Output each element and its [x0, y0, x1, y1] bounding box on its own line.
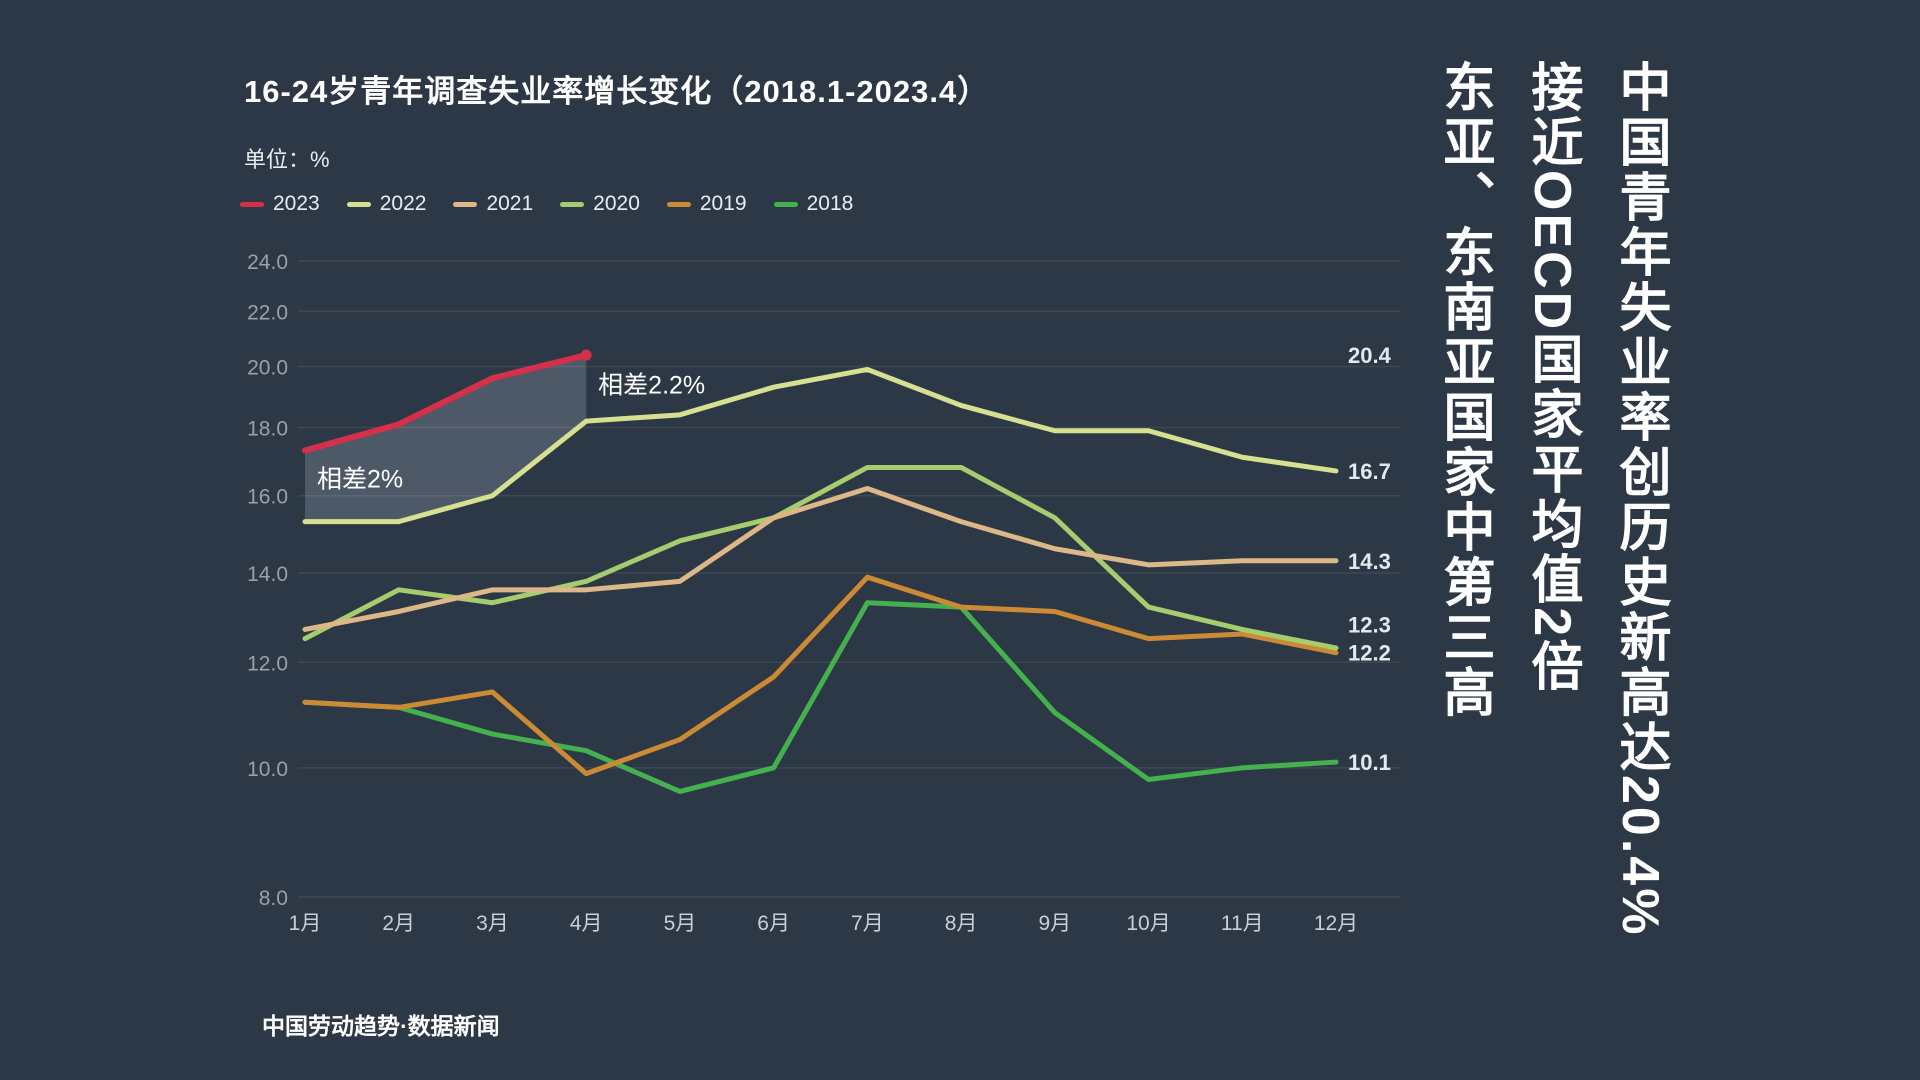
legend-swatch: [560, 201, 585, 207]
series-line-2019: [302, 574, 1339, 777]
legend-label: 2019: [699, 192, 747, 215]
x-tick-label: 6月: [757, 912, 790, 935]
legend-item-2020: 2020: [560, 192, 640, 216]
x-tick-label: 8月: [945, 912, 978, 935]
legend: 2023 2022 2021 2020 2019 2018: [240, 192, 880, 216]
y-tick-label: 8.0: [259, 887, 288, 910]
y-tick-label: 12.0: [247, 652, 288, 675]
legend-swatch: [240, 201, 264, 207]
x-tick-label: 1月: [289, 912, 322, 935]
legend-label: 2021: [486, 192, 534, 215]
series-line-2020: [302, 464, 1339, 651]
headline-1: 中国青年失业率创历史新高达20.4%: [1611, 60, 1669, 938]
footer-source: 中国劳动趋势·数据新闻: [262, 1013, 500, 1039]
series-line-2023: [302, 352, 590, 454]
chart-title: 16-24岁青年调查失业率增长变化（2018.1-2023.4）: [244, 74, 990, 109]
series-line-2021: [302, 486, 1339, 632]
legend-label: 2020: [593, 192, 640, 215]
y-tick-label: 10.0: [247, 758, 288, 781]
headline-block: 中国青年失业率创历史新高达20.4% 接近OECD国家平均值2倍 东亚、东南亚国…: [1420, 60, 1684, 1010]
y-tick-label: 20.0: [247, 357, 288, 380]
headline-3: 东亚、东南亚国家中第三高: [1435, 60, 1493, 720]
y-tick-label: 16.0: [247, 486, 288, 509]
x-tick-label: 9月: [1038, 912, 1071, 935]
y-tick-label: 24.0: [247, 251, 288, 274]
y-tick-label: 22.0: [247, 301, 288, 324]
legend-item-2018: 2018: [773, 192, 854, 216]
headline-2: 接近OECD国家平均值2倍: [1523, 60, 1581, 695]
legend-item-2019: 2019: [666, 192, 747, 216]
annotation: 相差2.2%: [598, 372, 705, 400]
y-tick-label: 14.0: [247, 563, 288, 586]
end-value-label: 20.4: [1348, 343, 1392, 368]
x-tick-label: 2月: [382, 912, 415, 935]
end-value-label: 14.3: [1348, 549, 1391, 574]
legend-swatch: [346, 201, 371, 207]
legend-item-2022: 2022: [346, 192, 427, 216]
legend-swatch: [453, 201, 478, 207]
unit-label: 单位：%: [244, 147, 330, 172]
legend-label: 2022: [379, 192, 427, 215]
end-value-label: 10.1: [1348, 750, 1391, 775]
series-line-2022: [302, 366, 1339, 525]
end-value-label: 12.2: [1348, 641, 1391, 666]
x-tick-label: 7月: [851, 912, 884, 935]
x-tick-label: 5月: [664, 912, 697, 935]
series-line-2018: [302, 600, 1339, 794]
gap-band: [305, 355, 587, 522]
x-tick-label: 11月: [1221, 912, 1264, 935]
end-value-label: 12.3: [1348, 613, 1391, 638]
x-tick-label: 4月: [570, 912, 603, 935]
series-end-dot-2023: [580, 349, 592, 361]
end-value-label: 16.7: [1348, 459, 1391, 484]
legend-swatch: [666, 201, 691, 207]
y-tick-label: 18.0: [247, 418, 288, 441]
legend-label: 2018: [806, 192, 854, 215]
legend-swatch: [773, 201, 798, 207]
x-tick-label: 10月: [1126, 912, 1170, 935]
annotation: 相差2%: [317, 466, 403, 494]
legend-item-2021: 2021: [453, 192, 533, 216]
x-tick-label: 12月: [1314, 912, 1358, 935]
x-tick-label: 3月: [476, 912, 509, 935]
legend-item-2023: 2023: [240, 192, 320, 216]
legend-label: 2023: [273, 192, 320, 215]
